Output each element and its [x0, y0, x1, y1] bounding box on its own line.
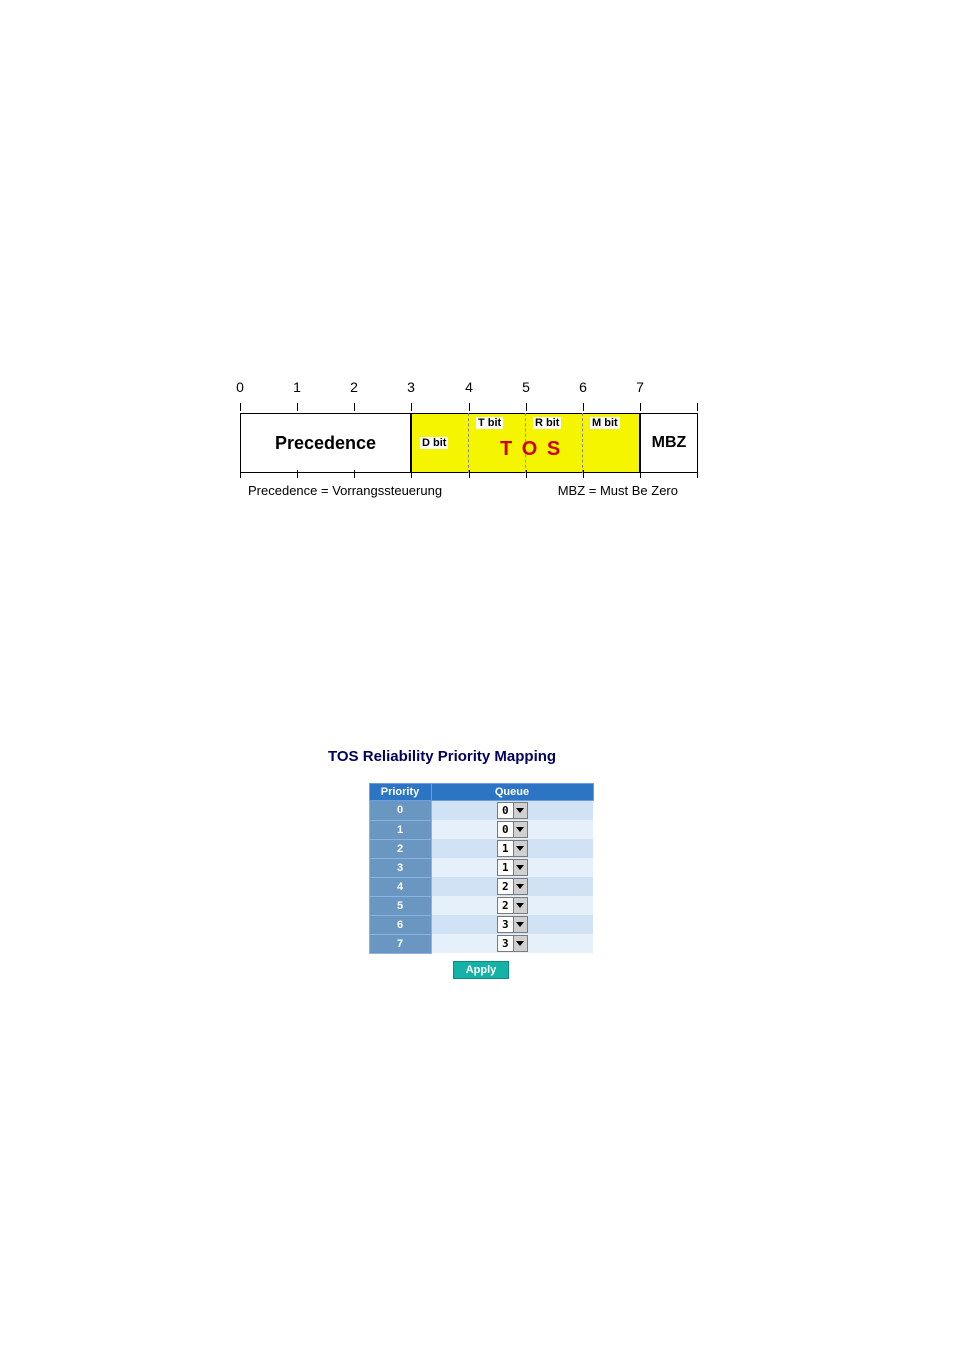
priority-cell: 3	[369, 858, 431, 877]
tos-byte-diagram: 0 1 2 3 4 5 6 7 Precedence MBZ D bit T b…	[240, 379, 698, 483]
queue-select[interactable]: 0	[497, 802, 528, 819]
priority-cell: 1	[369, 820, 431, 839]
table-row: 52	[369, 896, 593, 915]
col-priority: Priority	[369, 784, 431, 801]
tos-divider-1	[468, 413, 469, 473]
priority-cell: 2	[369, 839, 431, 858]
bit-num-2: 2	[350, 379, 358, 395]
bit-num-4: 4	[465, 379, 473, 395]
bit-num-7: 7	[636, 379, 644, 395]
queue-value: 3	[498, 918, 513, 931]
queue-cell: 0	[431, 820, 593, 839]
precedence-label: Precedence	[275, 433, 376, 454]
chevron-down-icon[interactable]	[513, 936, 527, 951]
queue-cell: 3	[431, 934, 593, 953]
queue-select[interactable]: 0	[497, 821, 528, 838]
t-bit-label: T bit	[476, 417, 503, 429]
priority-cell: 0	[369, 801, 431, 821]
chevron-down-icon[interactable]	[513, 841, 527, 856]
mapping-panel: TOS Reliability Priority Mapping Priorit…	[328, 748, 634, 979]
priority-cell: 7	[369, 934, 431, 953]
mbz-cell: MBZ	[640, 413, 698, 473]
table-row: 21	[369, 839, 593, 858]
bit-num-6: 6	[579, 379, 587, 395]
queue-cell: 3	[431, 915, 593, 934]
table-row: 31	[369, 858, 593, 877]
queue-cell: 1	[431, 839, 593, 858]
chevron-down-icon[interactable]	[513, 803, 527, 818]
queue-select[interactable]: 1	[497, 859, 528, 876]
precedence-cell: Precedence	[240, 413, 411, 473]
queue-select[interactable]: 2	[497, 897, 528, 914]
queue-cell: 2	[431, 896, 593, 915]
queue-select[interactable]: 2	[497, 878, 528, 895]
table-row: 00	[369, 801, 593, 821]
queue-value: 1	[498, 861, 513, 874]
table-row: 10	[369, 820, 593, 839]
queue-cell: 0	[431, 801, 593, 821]
tos-divider-3	[582, 413, 583, 473]
table-row: 63	[369, 915, 593, 934]
queue-value: 0	[498, 804, 513, 817]
mapping-table: Priority Queue 0010213142526373	[369, 783, 594, 954]
chevron-down-icon[interactable]	[513, 898, 527, 913]
queue-value: 2	[498, 880, 513, 893]
queue-value: 0	[498, 823, 513, 836]
tos-big-label: T O S	[500, 438, 562, 461]
chevron-down-icon[interactable]	[513, 879, 527, 894]
apply-button[interactable]: Apply	[453, 961, 510, 979]
m-bit-label: M bit	[590, 417, 620, 429]
d-bit-label: D bit	[420, 437, 448, 449]
queue-select[interactable]: 1	[497, 840, 528, 857]
chevron-down-icon[interactable]	[513, 822, 527, 837]
tick-row-top	[240, 403, 698, 413]
tick-row-bottom	[240, 473, 698, 483]
queue-value: 3	[498, 937, 513, 950]
queue-select[interactable]: 3	[497, 935, 528, 952]
legend-mbz: MBZ = Must Be Zero	[558, 483, 678, 498]
byte-row: Precedence MBZ D bit T bit R bit M bit T…	[240, 413, 698, 473]
priority-cell: 4	[369, 877, 431, 896]
queue-cell: 2	[431, 877, 593, 896]
table-row: 73	[369, 934, 593, 953]
queue-select[interactable]: 3	[497, 916, 528, 933]
bit-num-0: 0	[236, 379, 244, 395]
page-title: TOS Reliability Priority Mapping	[328, 748, 634, 783]
priority-cell: 6	[369, 915, 431, 934]
priority-cell: 5	[369, 896, 431, 915]
bit-num-3: 3	[407, 379, 415, 395]
chevron-down-icon[interactable]	[513, 917, 527, 932]
legend-precedence: Precedence = Vorrangssteuerung	[248, 483, 442, 498]
chevron-down-icon[interactable]	[513, 860, 527, 875]
bit-scale: 0 1 2 3 4 5 6 7	[240, 379, 698, 403]
queue-cell: 1	[431, 858, 593, 877]
bit-num-1: 1	[293, 379, 301, 395]
queue-value: 1	[498, 842, 513, 855]
r-bit-label: R bit	[533, 417, 561, 429]
col-queue: Queue	[431, 784, 593, 801]
bit-num-5: 5	[522, 379, 530, 395]
table-row: 42	[369, 877, 593, 896]
queue-value: 2	[498, 899, 513, 912]
mbz-label: MBZ	[652, 434, 687, 452]
